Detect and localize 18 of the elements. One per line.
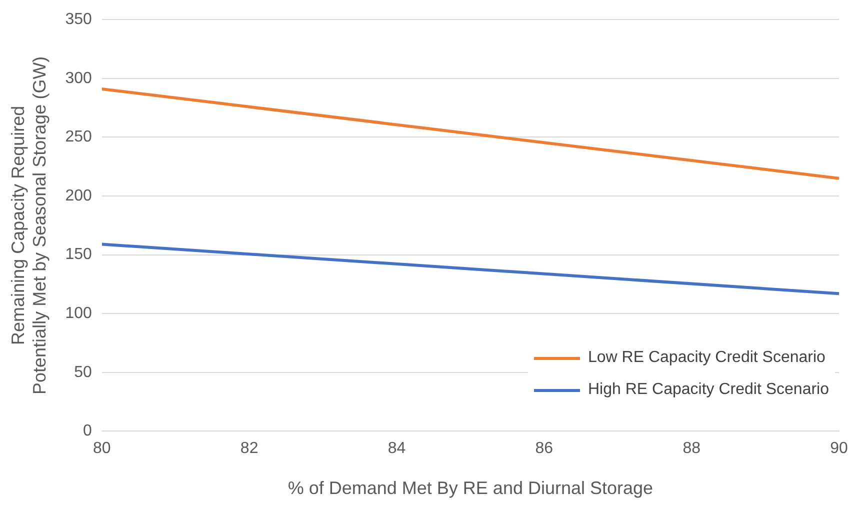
y-tick-label: 150 [65,246,92,264]
y-tick-label: 250 [65,128,92,146]
legend-label: Low RE Capacity Credit Scenario [588,349,826,368]
y-tick-label: 100 [65,305,92,322]
x-tick-label: 80 [92,440,111,458]
y-tick-label: 50 [74,364,92,381]
x-tick-label: 84 [388,440,406,458]
y-tick-label: 300 [65,70,92,87]
x-tick-label: 86 [535,440,554,458]
x-tick-label: 90 [830,440,848,458]
x-axis-title: % of Demand Met By RE and Diurnal Storage [288,478,654,498]
x-tick-label: 82 [240,440,258,458]
y-tick-label: 0 [82,422,92,440]
x-tick-label: 88 [682,440,701,458]
legend-label: High RE Capacity Credit Scenario [588,381,829,400]
y-axis-title: Remaining Capacity Required Potentially Met by Seasonal Storage (GW) [8,56,50,394]
y-tick-label: 200 [65,187,92,204]
y-tick-label: 350 [65,11,92,28]
